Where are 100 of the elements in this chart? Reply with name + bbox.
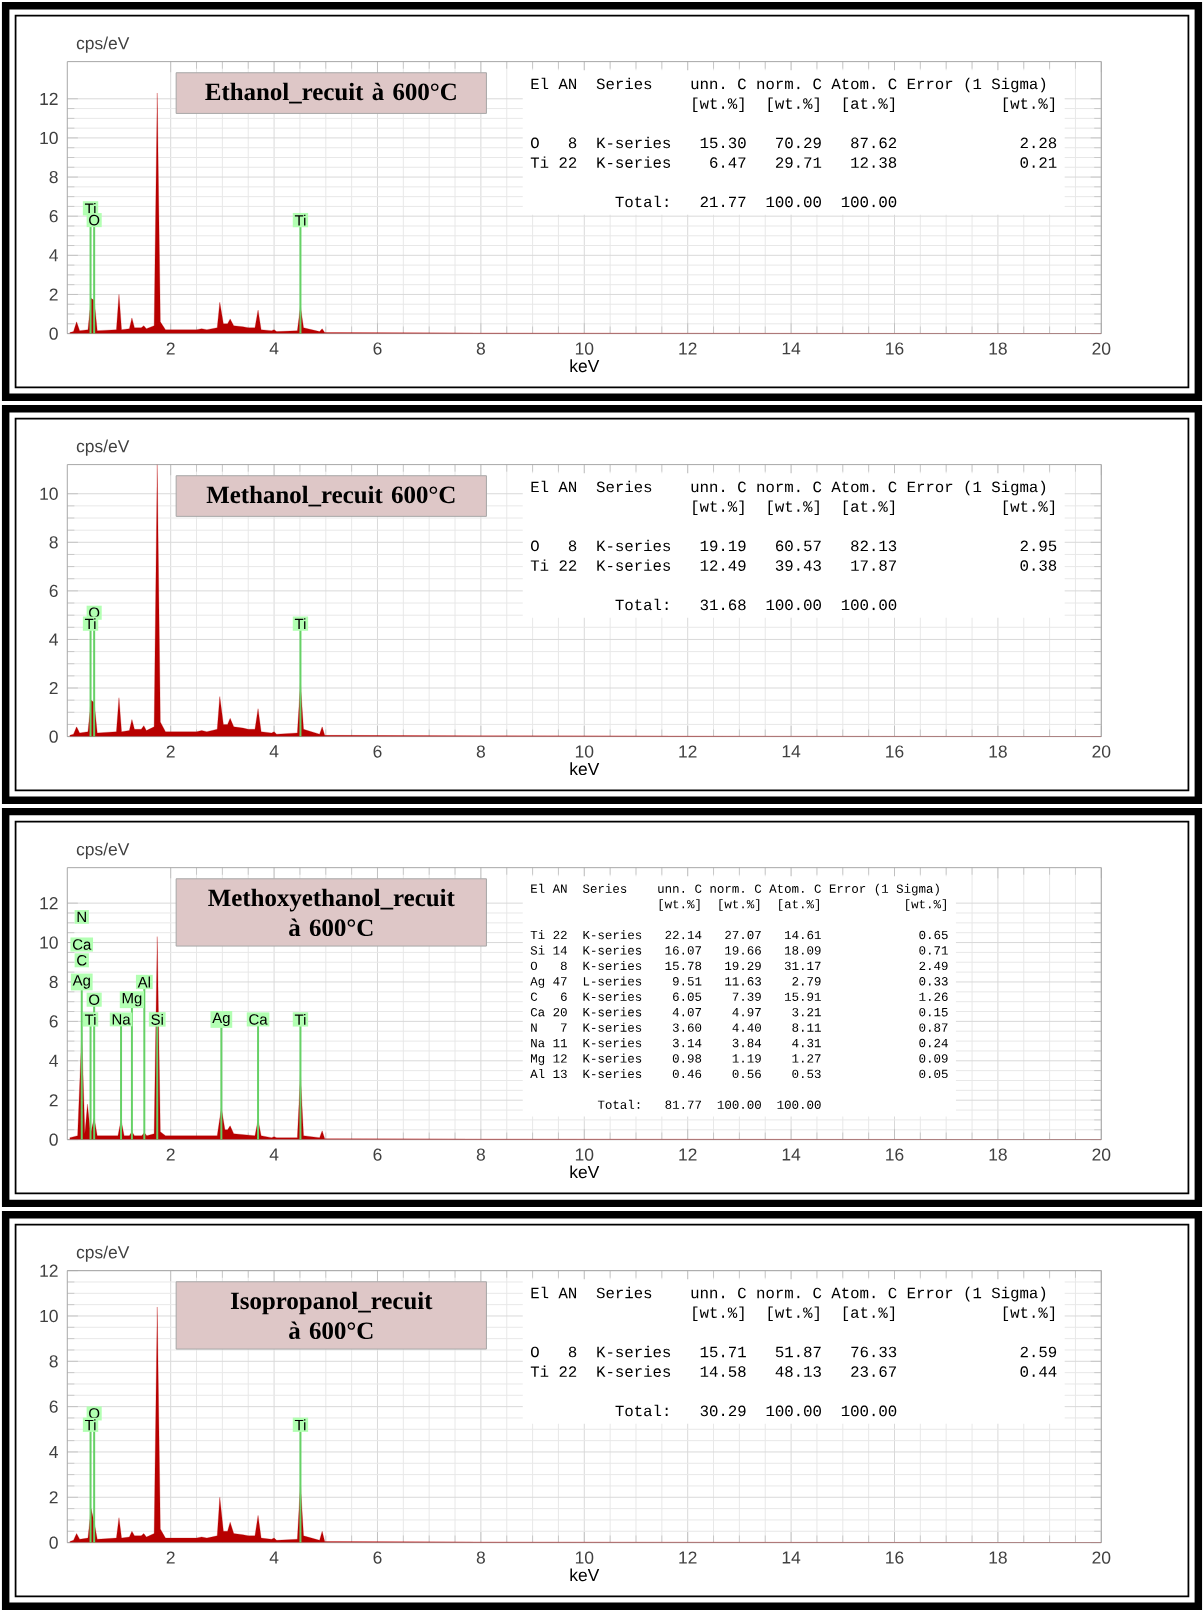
text: O 8 K-series 15.78 19.29 31.17 2.49 — [530, 960, 948, 971]
annotation: Ti — [294, 214, 306, 226]
chart-title: Methanol_recuit 600°C — [206, 485, 455, 507]
y-axis-title: cps/eV — [76, 36, 130, 53]
text: N 7 K-series 3.60 4.40 8.11 0.87 — [531, 1022, 948, 1032]
x-tick-label: 8 — [476, 745, 485, 758]
x-tick-label: 20 — [1092, 1551, 1111, 1564]
x-tick-label: 14 — [782, 1148, 801, 1161]
y-tick-label: 8 — [49, 975, 58, 989]
x-tick-label: 8 — [476, 1551, 485, 1564]
annotation: Al — [137, 976, 150, 988]
annotation: O — [89, 214, 100, 226]
annotation: Total: 81.77 100.00 100.00 — [597, 1099, 821, 1109]
x-axis-title: keV — [570, 762, 600, 776]
x-axis-title: keV — [570, 1165, 600, 1179]
x-axis-title: keV — [570, 359, 600, 373]
y-tick-label: 4 — [49, 1445, 58, 1458]
x-tick-label: 10 — [575, 1551, 594, 1564]
x-tick-label: 16 — [886, 342, 904, 355]
x-tick-label: 4 — [269, 1148, 279, 1161]
annotation: Ti — [294, 1013, 306, 1025]
annotation: Total: 30.29 100.00 100.00 — [615, 1404, 897, 1417]
annotation: C — [77, 955, 87, 966]
annotation: O — [89, 994, 100, 1005]
y-tick-label: 12 — [40, 897, 58, 910]
y-tick-label: 12 — [40, 92, 58, 105]
text: Si 14 K-series 16.07 19.66 18.09 0.71 — [530, 945, 948, 955]
x-tick-label: 14 — [782, 1551, 801, 1564]
annotation: Ca — [72, 939, 92, 950]
x-tick-label: 20 — [1092, 342, 1111, 355]
text: Ti 22 K-series 22.14 27.07 14.61 0.65 — [530, 930, 948, 940]
x-tick-label: 10 — [575, 1148, 594, 1161]
text: Ca 20 K-series 4.07 4.97 3.21 0.15 — [530, 1007, 948, 1017]
x-tick-label: 12 — [679, 342, 697, 355]
x-tick-label: 10 — [575, 342, 594, 355]
annotation: Ag — [212, 1012, 230, 1027]
text: Ag 47 L-series 9.51 11.63 2.79 0.33 — [530, 976, 948, 988]
x-tick-label: 8 — [476, 342, 485, 355]
text: Mg 12 K-series 0.98 1.19 1.27 0.09 — [531, 1053, 948, 1066]
x-tick-label: 20 — [1092, 1148, 1111, 1161]
x-tick-label: 14 — [782, 342, 801, 355]
annotation: Ti — [84, 1013, 96, 1025]
y-tick-label: 6 — [49, 1400, 58, 1413]
x-tick-label: 8 — [476, 1148, 485, 1161]
x-tick-label: 20 — [1092, 745, 1111, 758]
x-tick-label: 18 — [989, 342, 1007, 355]
annotation: Total: 31.68 100.00 100.00 — [615, 598, 897, 611]
x-tick-label: 12 — [679, 1551, 697, 1564]
y-tick-label: 2 — [49, 1491, 58, 1504]
x-tick-label: 16 — [886, 745, 904, 758]
x-tick-label: 12 — [679, 745, 697, 758]
y-axis-title: cps/eV — [76, 439, 130, 456]
x-tick-label: 6 — [373, 342, 382, 355]
text: C 6 K-series 6.05 7.39 15.91 1.26 — [530, 991, 948, 1001]
text: Ti 22 K-series 6.47 29.71 12.38 0.21 — [530, 156, 1057, 168]
annotation: El AN Series unn. C norm. C Atom. C Error (1 Sigma) — [531, 480, 1046, 496]
y-tick-label: 8 — [49, 1355, 58, 1368]
x-tick-label: 10 — [575, 745, 594, 758]
y-tick-label: 4 — [49, 633, 58, 646]
x-tick-label: 6 — [373, 1551, 382, 1564]
chart-title: Isopropanol_recuit à 600°C — [230, 1291, 433, 1340]
annotation: El AN Series unn. C norm. C Atom. C Error (1 Sigma) — [531, 77, 1046, 93]
x-tick-label: 18 — [989, 1148, 1007, 1161]
y-tick-label: 12 — [40, 1264, 58, 1277]
x-tick-label: 6 — [373, 1148, 382, 1161]
x-tick-label: 18 — [989, 1551, 1007, 1564]
y-tick-label: 0 — [49, 327, 58, 340]
x-axis-title: keV — [570, 1568, 600, 1582]
annotation: N — [77, 911, 86, 923]
x-tick-label: 16 — [886, 1551, 904, 1564]
text: Na 11 K-series 3.14 3.84 4.31 0.24 — [531, 1038, 948, 1048]
annotation: El AN Series unn. C norm. C Atom. C Error (1 Sigma) — [531, 1286, 1046, 1302]
text: O 8 K-series 15.30 70.29 87.62 2.28 — [531, 136, 1057, 149]
text: O 8 K-series 15.71 51.87 76.33 2.59 — [531, 1345, 1057, 1358]
text: O 8 K-series 19.19 60.57 82.13 2.95 — [531, 539, 1057, 552]
x-tick-label: 12 — [679, 1148, 697, 1161]
chart-title: Ethanol_recuit à 600°C — [205, 82, 456, 104]
y-tick-label: 10 — [40, 936, 58, 949]
text: [wt.%] [wt.%] [at.%] [wt.%] — [659, 899, 946, 911]
annotation: Ti — [84, 618, 96, 630]
text: Al 13 K-series 0.46 0.56 0.53 0.05 — [530, 1068, 948, 1079]
y-tick-label: 8 — [49, 536, 58, 549]
x-tick-label: 4 — [269, 1551, 279, 1564]
y-tick-label: 6 — [49, 584, 58, 598]
text: [wt.%] [wt.%] [at.%] [wt.%] — [693, 1306, 1055, 1322]
text: Ti 22 K-series 14.58 48.13 23.67 0.44 — [530, 1365, 1057, 1377]
y-tick-label: 2 — [49, 681, 58, 695]
x-tick-label: 2 — [166, 1551, 175, 1564]
y-axis-title: cps/eV — [76, 1245, 130, 1262]
y-tick-label: 0 — [49, 1536, 58, 1549]
annotation: Ti — [84, 202, 96, 214]
y-tick-label: 10 — [40, 1309, 58, 1323]
chart-title: Methoxyethanol_recuit à 600°C — [208, 888, 455, 937]
text: Ti 22 K-series 12.49 39.43 17.87 0.38 — [530, 559, 1057, 571]
y-tick-label: 0 — [49, 1133, 58, 1146]
annotation: Si — [151, 1013, 163, 1025]
x-tick-label: 6 — [373, 745, 382, 758]
y-tick-label: 8 — [49, 170, 58, 184]
y-tick-label: 0 — [49, 730, 58, 743]
annotation: Na — [112, 1014, 131, 1025]
